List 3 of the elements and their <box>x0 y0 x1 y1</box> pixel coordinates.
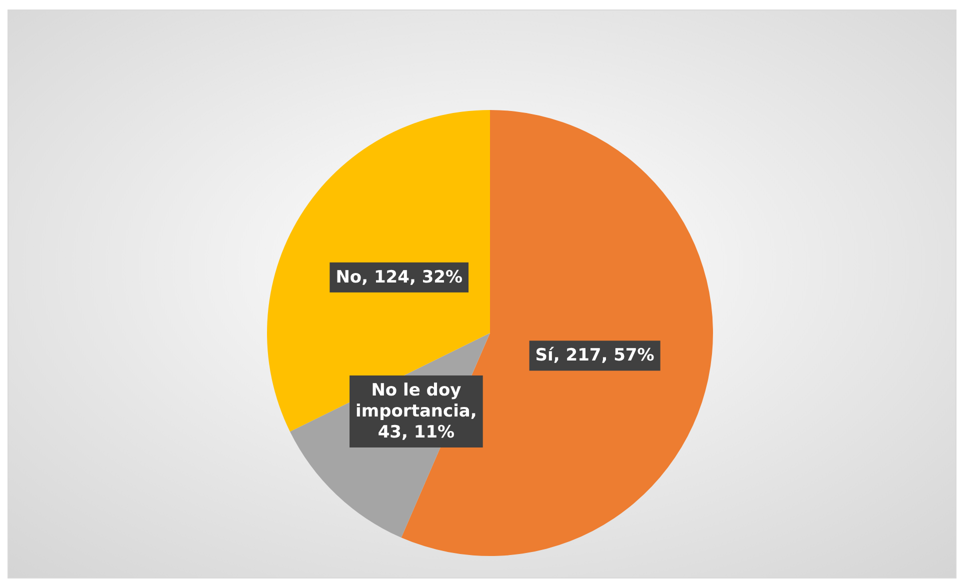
slice-label: No, 124, 32% <box>336 267 463 288</box>
slice-label: Sí, 217, 57% <box>535 346 654 366</box>
slice-label: No le doy importancia, 43, 11% <box>356 380 477 442</box>
